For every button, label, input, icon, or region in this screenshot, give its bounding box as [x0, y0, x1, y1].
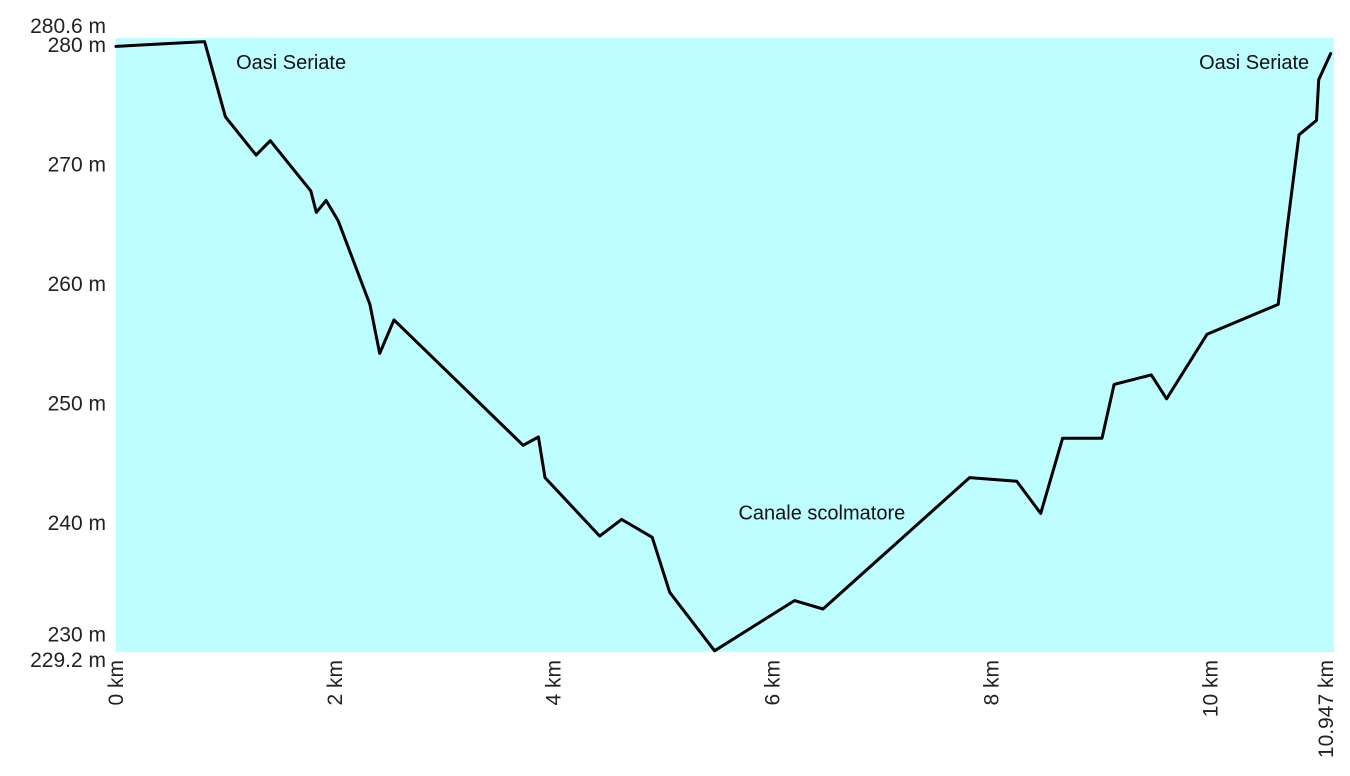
chart-annotations: Oasi Seriate Oasi Seriate Canale scolmator…	[236, 52, 1309, 524]
y-tick-label: 270 m	[48, 154, 106, 177]
x-tick-label: 4 km	[543, 660, 566, 706]
y-tick-label: 260 m	[48, 273, 106, 296]
y-tick-label: 229.2 m	[30, 649, 106, 672]
elevation-profile-line	[114, 40, 1333, 653]
chart-annotation: Canale scolmatore	[738, 502, 905, 524]
y-tick-label: 230 m	[48, 623, 106, 646]
x-tick-label: 6 km	[762, 660, 785, 706]
x-tick-label: 0 km	[105, 660, 128, 706]
y-tick-label: 240 m	[48, 512, 106, 535]
x-tick-label: 10 km	[1199, 660, 1222, 717]
x-tick-label: 2 km	[324, 660, 347, 706]
y-tick-label: 250 m	[48, 393, 106, 416]
y-tick-label: 280.6 m	[30, 15, 106, 38]
chart-annotation: Oasi Seriate	[236, 52, 346, 74]
x-tick-label: 8 km	[981, 660, 1004, 706]
x-axis-ticks: 0 km 2 km 4 km 6 km 8 km 10 km 10.947 km	[105, 660, 1338, 758]
plot-area	[116, 38, 1334, 652]
y-tick-label: 280 m	[48, 34, 106, 57]
x-tick-label: 10.947 km	[1315, 660, 1338, 758]
chart-annotation: Oasi Seriate	[1199, 52, 1309, 74]
